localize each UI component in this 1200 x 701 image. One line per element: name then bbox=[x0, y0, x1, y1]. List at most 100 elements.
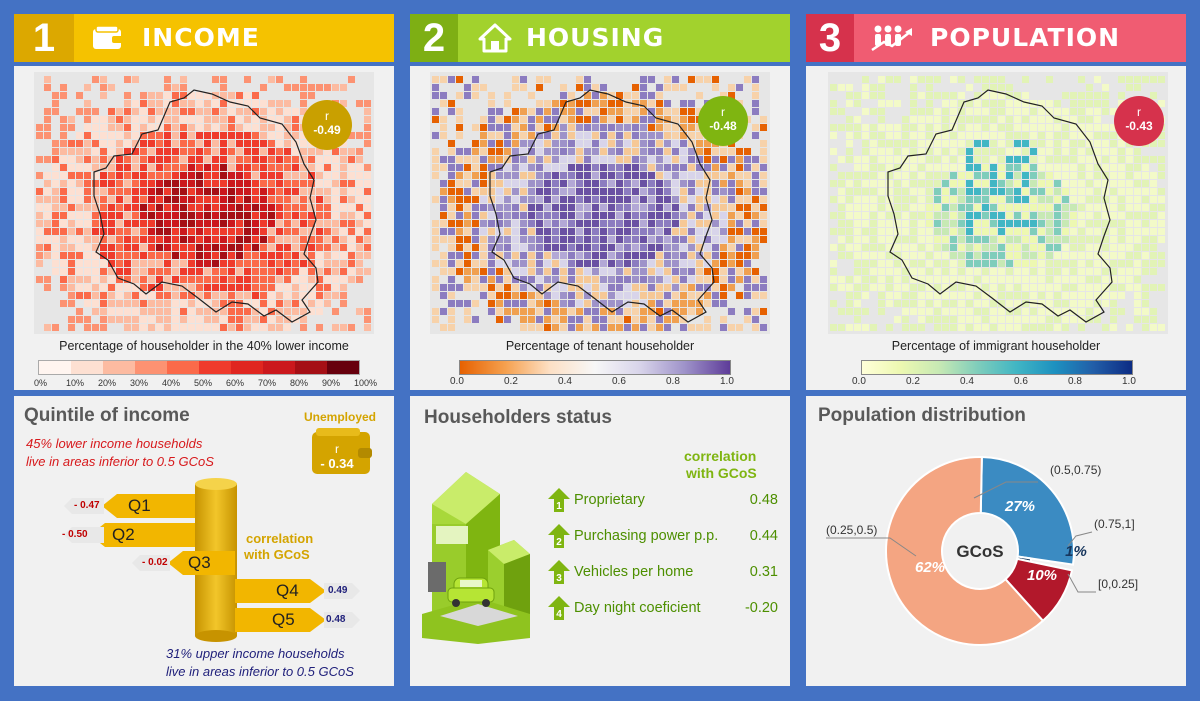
header-title: INCOME bbox=[142, 23, 260, 52]
legend-tick: 0.8 bbox=[666, 376, 680, 387]
legend-tick: 0.4 bbox=[558, 376, 572, 387]
population-map-caption: Percentage of immigrant householder bbox=[891, 339, 1101, 353]
svg-text:3: 3 bbox=[556, 573, 562, 584]
header-number: 1 bbox=[32, 16, 56, 60]
donut-value-label: 27% bbox=[1004, 498, 1035, 515]
householder-row-label: Day night coeficient bbox=[574, 600, 701, 616]
legend-swatch bbox=[167, 361, 199, 374]
legend-tick: 1.0 bbox=[1122, 376, 1136, 387]
legend-swatch bbox=[231, 361, 263, 374]
legend-tick: 20% bbox=[98, 378, 117, 388]
legend-swatch bbox=[135, 361, 167, 374]
up-arrow-number-icon: 1 bbox=[548, 488, 570, 512]
header-number-box bbox=[14, 14, 74, 62]
income-correlation-badge: r -0.49 bbox=[302, 100, 352, 150]
leader-line bbox=[1067, 531, 1093, 547]
legend-swatch bbox=[71, 361, 103, 374]
donut-center-label: GCoS bbox=[956, 542, 1003, 561]
legend-tick: 0.0 bbox=[852, 376, 866, 387]
legend-tick: 90% bbox=[322, 378, 341, 388]
svg-text:4: 4 bbox=[556, 609, 562, 620]
svg-text:1: 1 bbox=[556, 501, 562, 512]
house-icon bbox=[478, 23, 512, 53]
q1-value: - 0.47 bbox=[74, 500, 100, 511]
householder-row: 1 Proprietary 0.48 bbox=[548, 488, 778, 514]
leader-line bbox=[826, 537, 917, 557]
householder-row-value: -0.20 bbox=[744, 600, 778, 616]
income-legend-ticks: 0% 10% 20% 30% 40% 50% 60% 70% 80% 90% 100% bbox=[28, 378, 377, 390]
header-number-box bbox=[410, 14, 458, 62]
up-arrow-number-icon: 4 bbox=[548, 596, 570, 620]
legend-tick: 0.8 bbox=[1068, 376, 1082, 387]
population-correlation-badge: r -0.43 bbox=[1114, 96, 1164, 146]
donut-category-label: (0.25,0.5) bbox=[826, 523, 877, 537]
badge-value: -0.48 bbox=[709, 119, 737, 133]
legend-tick: 0.2 bbox=[906, 376, 920, 387]
q4-label: Q4 bbox=[276, 581, 299, 600]
badge-r-label: r bbox=[1137, 105, 1141, 119]
quintile-note-bottom-line2: live in areas inferior to 0.5 GCoS bbox=[166, 664, 354, 679]
householder-row-value: 0.31 bbox=[749, 564, 778, 580]
legend-tick: 10% bbox=[66, 378, 85, 388]
donut-category-label: (0.75,1] bbox=[1094, 517, 1135, 531]
building-car-illustration bbox=[422, 472, 530, 644]
unemployed-r-label: r bbox=[335, 442, 339, 456]
q1-label: Q1 bbox=[128, 496, 151, 515]
q5-label: Q5 bbox=[272, 610, 295, 629]
up-arrow-number-icon: 3 bbox=[548, 560, 570, 584]
header-number-box bbox=[806, 14, 854, 62]
legend-swatch bbox=[295, 361, 327, 374]
population-distribution-title: Population distribution bbox=[818, 405, 1026, 426]
legend-tick: 0.6 bbox=[1014, 376, 1028, 387]
householder-row-value: 0.48 bbox=[749, 492, 778, 508]
q4-value: 0.49 bbox=[328, 585, 348, 596]
donut-value-label: 1% bbox=[1065, 543, 1087, 560]
unemployed-wallet-icon bbox=[312, 428, 372, 474]
population-map bbox=[828, 72, 1168, 334]
people-growth-icon bbox=[871, 25, 912, 52]
legend-tick: 0.6 bbox=[612, 376, 626, 387]
housing-correlation-badge: r -0.48 bbox=[698, 96, 748, 146]
badge-r-label: r bbox=[721, 105, 725, 119]
legend-tick: 1.0 bbox=[720, 376, 734, 387]
badge-value: -0.43 bbox=[1125, 119, 1153, 133]
donut-slice bbox=[979, 455, 1075, 566]
income-map-caption: Percentage of householder in the 40% low… bbox=[59, 339, 349, 353]
header-number: 2 bbox=[422, 16, 446, 60]
donut-slice bbox=[885, 456, 1045, 646]
q3-label: Q3 bbox=[188, 553, 211, 572]
housing-header: 2 HOUSING bbox=[410, 14, 790, 62]
wallet-icon bbox=[93, 26, 123, 49]
population-legend bbox=[861, 360, 1133, 375]
donut-category-label: [0,0.25] bbox=[1098, 577, 1138, 591]
legend-tick: 30% bbox=[130, 378, 149, 388]
donut-category-label: (0.5,0.75) bbox=[1050, 463, 1101, 477]
legend-swatch bbox=[39, 361, 71, 374]
quintile-note-bottom-line1: 31% upper income households bbox=[166, 646, 345, 661]
legend-swatch bbox=[327, 361, 359, 374]
header-title: POPULATION bbox=[930, 23, 1121, 52]
quintile-correlation-line2: with GCoS bbox=[244, 547, 310, 562]
svg-text:2: 2 bbox=[556, 537, 562, 548]
up-arrow-number-icon: 2 bbox=[548, 524, 570, 548]
householder-row-label: Vehicles per home bbox=[574, 564, 694, 580]
legend-tick: 70% bbox=[258, 378, 277, 388]
legend-swatch bbox=[263, 361, 295, 374]
householder-row: 4 Day night coeficient -0.20 bbox=[548, 596, 778, 622]
q5-value: 0.48 bbox=[326, 614, 346, 625]
householder-row: 2 Purchasing power p.p. 0.44 bbox=[548, 524, 778, 550]
legend-tick: 80% bbox=[290, 378, 309, 388]
legend-tick: 50% bbox=[194, 378, 213, 388]
householders-correlation-line1: correlation bbox=[684, 448, 757, 464]
header-number: 3 bbox=[818, 16, 842, 60]
housing-legend bbox=[459, 360, 731, 375]
householder-row-label: Purchasing power p.p. bbox=[574, 528, 719, 544]
q3-value: - 0.02 bbox=[142, 557, 168, 568]
population-donut-chart: GCoS 27% 1% 10% 62% (0.5,0.75) (0.75,1] [0,0.25… bbox=[826, 455, 1138, 646]
householder-row: 3 Vehicles per home 0.31 bbox=[548, 560, 778, 586]
unemployed-value: - 0.34 bbox=[320, 456, 354, 471]
income-header: 1 INCOME bbox=[14, 14, 394, 62]
donut-value-label: 62% bbox=[915, 559, 945, 576]
q2-value: - 0.50 bbox=[62, 529, 88, 540]
legend-swatch bbox=[103, 361, 135, 374]
